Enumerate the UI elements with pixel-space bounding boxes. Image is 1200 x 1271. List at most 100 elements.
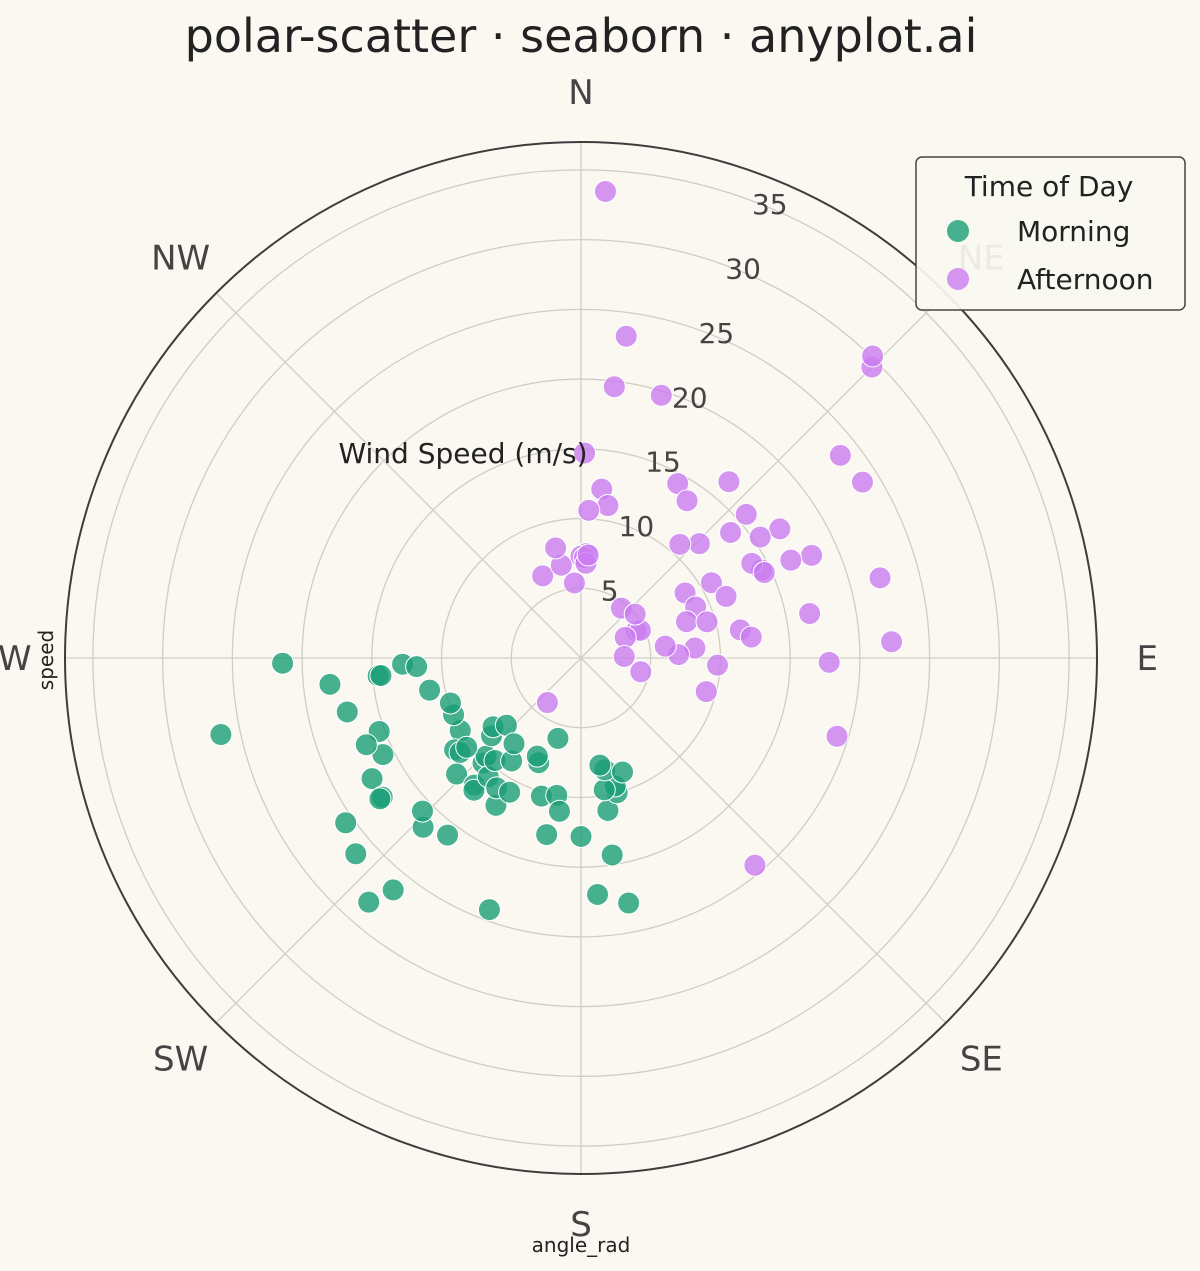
point-afternoon-13	[861, 344, 885, 368]
point-afternoon-60	[743, 853, 767, 877]
radial-tick-30: 30	[725, 252, 761, 285]
point-afternoon-26	[748, 525, 772, 549]
radial-tick-20: 20	[672, 381, 708, 414]
point-morning-29	[502, 732, 526, 756]
point-afternoon-10	[717, 470, 741, 494]
point-afternoon-61	[535, 691, 559, 715]
point-afternoon-53	[562, 571, 586, 595]
point-morning-56	[318, 672, 342, 696]
point-afternoon-41	[694, 680, 718, 704]
point-morning-47	[569, 825, 593, 849]
point-afternoon-19	[817, 650, 841, 674]
point-afternoon-20	[825, 724, 849, 748]
point-afternoon-30	[719, 521, 743, 545]
radial-tick-25: 25	[699, 317, 735, 350]
point-afternoon-21	[798, 602, 822, 626]
radial-tick-35: 35	[752, 188, 788, 221]
point-morning-2	[209, 723, 233, 747]
point-afternoon-23	[768, 517, 792, 541]
point-afternoon-34	[695, 610, 719, 634]
point-morning-48	[344, 842, 368, 866]
point-afternoon-6	[596, 494, 620, 518]
point-afternoon-50	[714, 584, 738, 608]
point-afternoon-2	[602, 375, 626, 399]
angle-tick-n: N	[568, 73, 593, 113]
point-afternoon-36	[739, 625, 763, 649]
point-afternoon-9	[675, 489, 699, 513]
legend-title: Time of Day	[964, 170, 1134, 203]
legend-marker-afternoon	[947, 268, 969, 290]
point-afternoon-22	[779, 548, 803, 572]
point-afternoon-18	[880, 630, 904, 654]
spoke-nw	[215, 292, 582, 659]
point-morning-60	[438, 691, 462, 715]
point-morning-0	[477, 898, 501, 922]
spoke-ne	[580, 292, 947, 659]
point-afternoon-49	[699, 571, 723, 595]
y-axis-label: speed	[34, 630, 58, 690]
legend-label-morning: Morning	[1017, 215, 1130, 248]
point-afternoon-3	[649, 383, 673, 407]
radial-tick-5: 5	[601, 575, 619, 608]
point-morning-9	[368, 787, 392, 811]
point-afternoon-56	[544, 536, 568, 560]
point-afternoon-59	[576, 543, 600, 567]
point-morning-52	[410, 799, 434, 823]
point-afternoon-11	[734, 502, 758, 526]
radial-tick-labels: 510 15 20 25 30 35	[601, 188, 788, 608]
point-afternoon-15	[850, 470, 874, 494]
point-afternoon-48	[623, 602, 647, 626]
point-afternoon-37	[705, 653, 729, 677]
radial-tick-15: 15	[645, 446, 681, 479]
point-morning-1	[586, 883, 610, 907]
radial-axis-label: Wind Speed (m/s)	[338, 437, 587, 470]
point-morning-61	[334, 811, 358, 835]
point-afternoon-7	[577, 498, 601, 522]
point-afternoon-33	[674, 610, 698, 634]
point-morning-55	[335, 700, 359, 724]
spoke-sw	[215, 657, 582, 1024]
angle-tick-s: S	[570, 1205, 592, 1245]
point-morning-46	[535, 823, 559, 847]
scatter-points	[209, 179, 904, 922]
point-afternoon-0	[593, 179, 617, 203]
point-afternoon-17	[868, 566, 892, 590]
point-afternoon-4	[573, 441, 597, 465]
point-morning-58	[405, 655, 429, 679]
legend-box	[915, 156, 1186, 311]
point-afternoon-14	[828, 443, 852, 467]
angle-tick-sw: SW	[153, 1039, 208, 1079]
chart-title: polar-scatter · seaborn · anyplot.ai	[185, 9, 978, 63]
point-morning-49	[381, 878, 405, 902]
point-morning-34	[546, 726, 570, 750]
point-morning-20	[445, 762, 469, 786]
point-morning-24	[462, 778, 486, 802]
point-afternoon-27	[752, 561, 776, 585]
legend: Time of Day Morning Afternoon	[915, 156, 1186, 311]
point-morning-23	[455, 735, 479, 759]
point-morning-10	[436, 823, 460, 847]
angle-tick-e: E	[1136, 639, 1157, 679]
angle-tick-nw: NW	[151, 239, 210, 279]
point-afternoon-47	[612, 644, 636, 668]
point-morning-33	[525, 744, 549, 768]
point-afternoon-54	[531, 564, 555, 588]
point-afternoon-42	[629, 660, 653, 684]
x-axis-label: angle_rad	[532, 1233, 631, 1257]
point-afternoon-16	[800, 543, 824, 567]
point-morning-30	[498, 780, 522, 804]
angular-grid	[65, 142, 1097, 1174]
angle-tick-w: W	[0, 639, 32, 679]
legend-label-afternoon: Afternoon	[1017, 263, 1154, 296]
point-morning-54	[354, 733, 378, 757]
point-morning-57	[369, 664, 393, 688]
point-morning-3	[271, 651, 295, 675]
spoke-se	[580, 657, 947, 1024]
point-morning-45	[610, 760, 634, 784]
point-morning-36	[547, 799, 571, 823]
point-morning-38	[617, 891, 641, 915]
angle-tick-se: SE	[960, 1039, 1003, 1079]
point-morning-37	[600, 843, 624, 867]
polar-frame	[64, 141, 1098, 1175]
